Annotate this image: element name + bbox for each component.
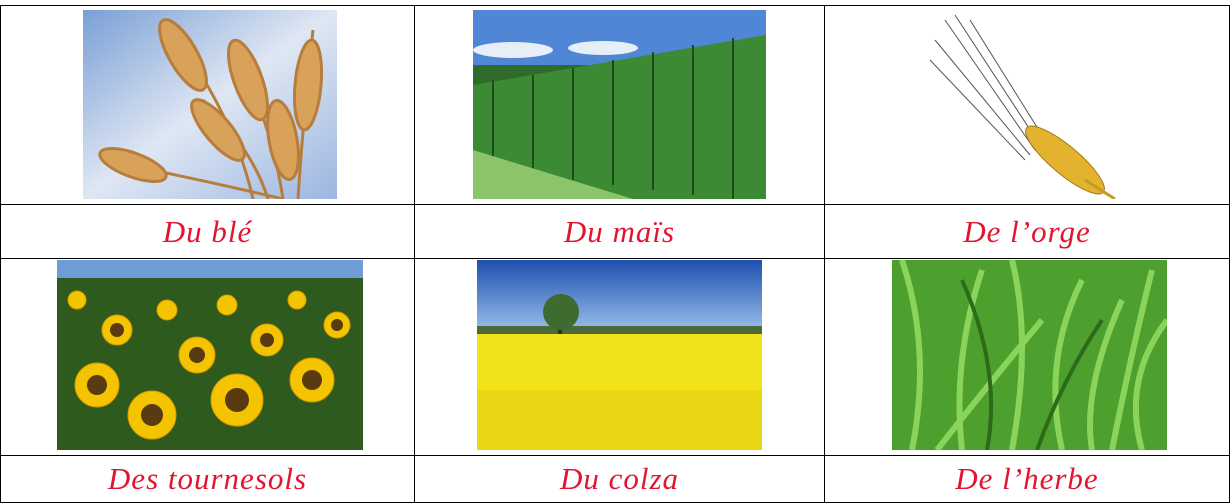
sunflowers-image [57, 260, 363, 450]
barley-image [925, 10, 1135, 199]
wheat-image [83, 10, 337, 199]
label-cell: De l’herbe [824, 455, 1230, 503]
label-cell: Du blé [0, 204, 415, 259]
label-cell: Du maïs [414, 204, 825, 259]
label: Du maïs [563, 213, 676, 249]
label: Du colza [559, 461, 680, 496]
label: Des tournesols [107, 461, 308, 496]
label: De l’orge [963, 213, 1091, 249]
label-cell: Du colza [414, 455, 825, 503]
label: Du blé [162, 213, 253, 249]
grass-image [892, 260, 1167, 450]
corn-image [473, 10, 766, 199]
label: De l’herbe [955, 461, 1099, 496]
colza-image [477, 260, 762, 450]
label-cell: De l’orge [824, 204, 1230, 259]
label-cell: Des tournesols [0, 455, 415, 503]
